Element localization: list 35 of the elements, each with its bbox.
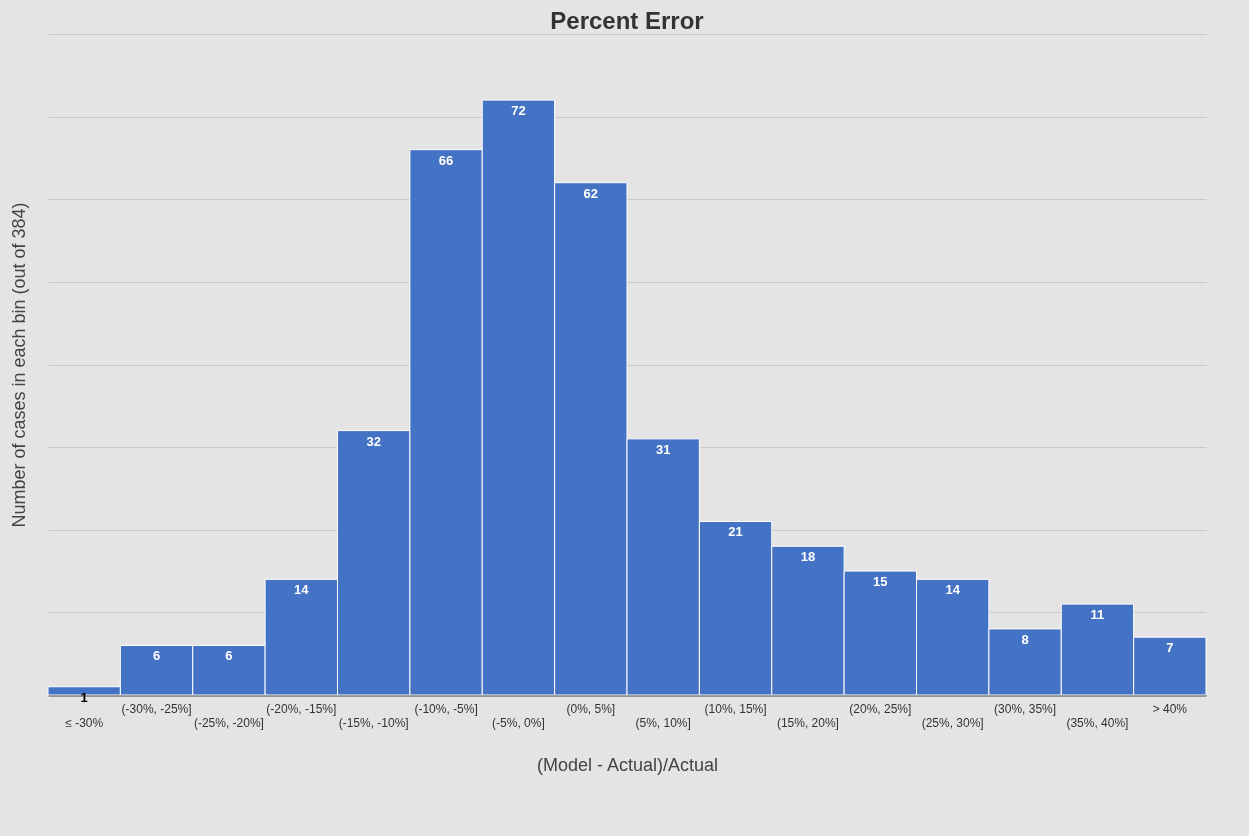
x-tick-label: (-25%, -20%] [193,715,264,730]
x-tick-label: (0%, 5%] [566,701,616,716]
data-label: 6 [225,648,233,664]
data-label: 14 [294,582,310,598]
data-label: 6 [152,648,161,664]
data-label: 1 [80,689,88,705]
x-tick-label: (-15%, -10%] [338,715,409,730]
data-label: 72 [511,103,526,119]
y-axis-title: Number of cases in each bin (out of 384) [8,202,29,528]
x-tick-label: (-30%, -25%] [121,701,192,716]
data-label: 62 [583,185,599,201]
x-tick-label: (-10%, -5%] [414,701,478,716]
data-label: 15 [873,574,888,590]
data-label: 66 [438,152,454,168]
x-tick-label: (35%, 40%] [1066,715,1129,730]
data-label: 8 [1021,631,1029,647]
data-label: 21 [728,524,743,540]
x-tick-label: (10%, 15%] [704,701,767,716]
x-tick-label: (15%, 20%] [776,715,839,730]
x-tick-label: (5%, 10%] [635,715,691,730]
x-tick-label: (20%, 25%] [849,701,912,716]
x-tick-label: (-5%, 0%] [492,715,545,730]
x-tick-label: (-20%, -15%] [266,701,337,716]
data-label: 11 [1090,607,1105,623]
x-tick-label: (25%, 30%] [921,715,984,730]
x-tick-label: (30%, 35%] [994,701,1057,716]
chart-title: Percent Error [550,7,704,34]
data-label: 31 [655,441,671,457]
data-label: 7 [1166,640,1174,656]
data-label: 14 [945,582,961,598]
data-label: 32 [366,433,381,449]
data-label: 18 [800,549,816,565]
x-tick-label: > 40% [1152,701,1188,716]
x-axis-title: (Model - Actual)/Actual [536,754,719,775]
x-tick-label: ≤ -30% [65,715,104,730]
